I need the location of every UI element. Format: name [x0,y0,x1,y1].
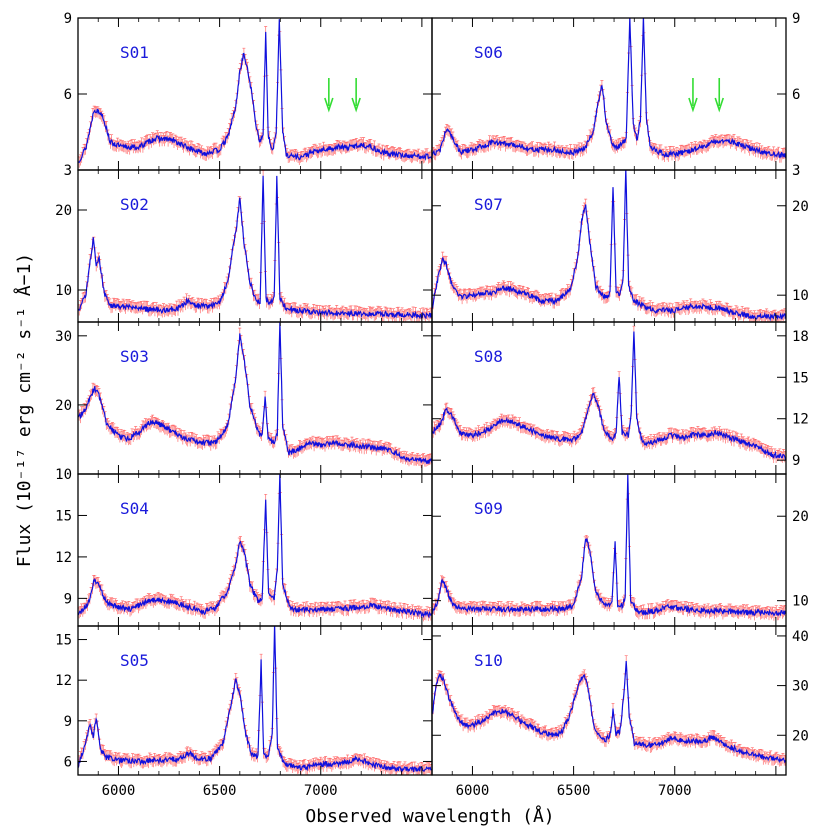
panel-label: S07 [474,195,503,214]
error-bar-path [78,170,432,322]
panel-s02: 10 20 S02 [55,169,433,323]
x-tick-label: 6000 [456,783,490,799]
error-bars [432,170,786,322]
y-tick-label: 10 [792,594,809,610]
y-tick-label: 20 [55,398,72,414]
y-tick-label: 20 [792,199,809,215]
panel-s07: 10 20 S07 [431,169,809,323]
y-tick-label: 6 [64,87,72,103]
y-tick-label: 9 [792,11,800,27]
spectrum-line [78,626,432,774]
spectrum-line [432,660,786,764]
panel-s08: 9 12 15 18 S08 [431,321,809,475]
panel-label: S09 [474,499,503,518]
panel-s01: 3 6 9 S01 [64,11,433,179]
panel-label: S05 [120,651,149,670]
y-tick-label: 9 [64,714,72,730]
spectrum-line [78,474,432,619]
x-tick-label: 6500 [557,783,591,799]
y-tick-label: 40 [792,629,809,645]
arrow-head [351,97,361,113]
panel-s06: 3 6 9 S06 [431,11,800,179]
y-tick-label: 18 [792,329,809,345]
y-axis-title: Flux (10⁻¹⁷ erg cm⁻² s⁻¹ Å−1) [13,253,35,567]
y-tick-label: 12 [55,673,72,689]
x-axis-title: Observed wavelength (Å) [305,805,554,827]
panel-label: S02 [120,195,149,214]
spectrum-line [78,175,432,320]
panel-s03: 10 20 30 S03 [55,321,433,483]
spectrum-line [432,18,786,159]
arrow-head [714,97,725,113]
panel-label: S03 [120,347,149,366]
y-tick-label: 6 [64,754,72,770]
y-tick-label: 9 [792,453,800,469]
y-tick-label: 9 [64,591,72,607]
y-tick-label: 30 [55,329,72,345]
panel-s04: 9 12 15 S04 [55,473,433,627]
y-tick-label: 10 [792,288,809,304]
y-tick-label: 12 [792,412,809,428]
x-tick-label: 6000 [102,783,136,799]
y-tick-label: 10 [55,283,72,299]
y-tick-label: 20 [792,509,809,525]
y-tick-label: 6 [792,87,800,103]
y-tick-label: 9 [64,11,72,27]
y-tick-label: 3 [64,163,72,179]
arrow-head [688,97,698,113]
panel-s10: 20 30 40 S10 6000 6500 7000 [431,625,809,799]
y-tick-label: 15 [792,370,809,386]
x-tick-label: 7000 [304,783,338,799]
panel-label: S10 [474,651,503,670]
y-tick-label: 12 [55,550,72,566]
spectrum-line [78,19,432,164]
y-tick-label: 15 [55,508,72,524]
y-tick-label: 3 [792,163,800,179]
panel-label: S08 [474,347,503,366]
panel-s05: 6 9 12 15 S05 6000 6500 7000 [55,625,433,799]
panel-label: S04 [120,499,149,518]
panel-label: S06 [474,43,503,62]
spectrum-line [432,474,786,617]
y-tick-label: 15 [55,633,72,649]
panel-frame [431,625,787,776]
error-bars [78,170,432,322]
y-tick-label: 20 [792,728,809,744]
spectrum-line [78,322,432,464]
spectrum-line [432,170,786,322]
y-tick-label: 20 [55,203,72,219]
spectrum-line [432,331,786,461]
panel-label: S01 [120,43,149,62]
y-tick-label: 10 [55,467,72,483]
x-tick-label: 6500 [203,783,237,799]
error-bar-path [432,170,786,322]
y-tick-label: 30 [792,679,809,695]
panel-frame [431,321,787,475]
x-tick-label: 7000 [658,783,692,799]
panel-s09: 10 20 S09 [431,473,809,627]
arrow-head [324,97,334,113]
